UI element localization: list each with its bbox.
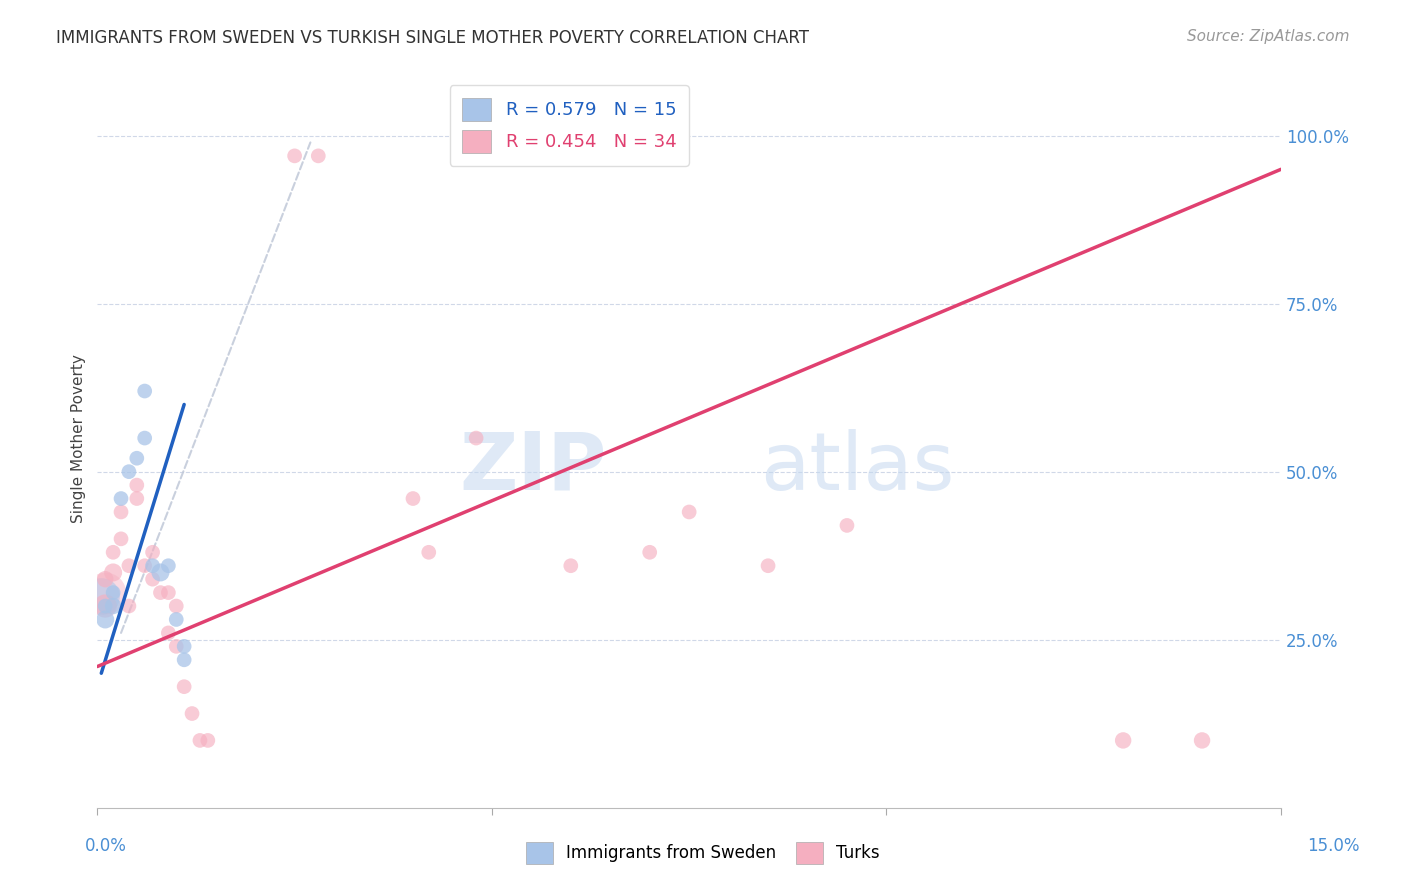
Point xyxy=(307,149,329,163)
Point xyxy=(1112,733,1135,747)
Point xyxy=(142,572,165,586)
Point xyxy=(142,558,165,573)
Point xyxy=(110,505,132,519)
Point xyxy=(142,545,165,559)
Point xyxy=(125,451,148,466)
Point xyxy=(157,558,180,573)
Point xyxy=(94,572,117,586)
Point xyxy=(125,478,148,492)
Point xyxy=(110,532,132,546)
Point xyxy=(101,566,124,580)
Point xyxy=(149,585,172,599)
Point xyxy=(197,733,219,747)
Point xyxy=(118,558,141,573)
Point xyxy=(101,545,124,559)
Text: atlas: atlas xyxy=(761,429,955,507)
Point xyxy=(134,384,156,398)
Point xyxy=(678,505,700,519)
Point xyxy=(835,518,858,533)
Point xyxy=(94,599,117,613)
Point xyxy=(165,612,187,626)
Point xyxy=(157,626,180,640)
Point xyxy=(94,599,117,613)
Point xyxy=(756,558,779,573)
Point xyxy=(101,585,124,599)
Point xyxy=(165,640,187,654)
Point xyxy=(118,465,141,479)
Point xyxy=(134,431,156,445)
Point xyxy=(90,589,112,603)
Point xyxy=(157,585,180,599)
Point xyxy=(94,612,117,626)
Text: 15.0%: 15.0% xyxy=(1306,837,1360,855)
Text: ZIP: ZIP xyxy=(458,429,606,507)
Text: 0.0%: 0.0% xyxy=(84,837,127,855)
Point xyxy=(638,545,661,559)
Point xyxy=(110,491,132,506)
Point xyxy=(173,680,195,694)
Point xyxy=(134,558,156,573)
Point xyxy=(1191,733,1213,747)
Point xyxy=(173,640,195,654)
Point xyxy=(94,585,117,599)
Y-axis label: Single Mother Poverty: Single Mother Poverty xyxy=(72,353,86,523)
Point xyxy=(165,599,187,613)
Point xyxy=(173,653,195,667)
Legend: Immigrants from Sweden, Turks: Immigrants from Sweden, Turks xyxy=(519,836,887,871)
Point xyxy=(118,599,141,613)
Point xyxy=(418,545,440,559)
Point xyxy=(181,706,204,721)
Legend: R = 0.579   N = 15, R = 0.454   N = 34: R = 0.579 N = 15, R = 0.454 N = 34 xyxy=(450,85,689,166)
Point xyxy=(402,491,425,506)
Point xyxy=(149,566,172,580)
Point xyxy=(101,599,124,613)
Point xyxy=(465,431,488,445)
Point xyxy=(125,491,148,506)
Point xyxy=(560,558,582,573)
Text: Source: ZipAtlas.com: Source: ZipAtlas.com xyxy=(1187,29,1350,44)
Point xyxy=(188,733,211,747)
Point xyxy=(284,149,307,163)
Text: IMMIGRANTS FROM SWEDEN VS TURKISH SINGLE MOTHER POVERTY CORRELATION CHART: IMMIGRANTS FROM SWEDEN VS TURKISH SINGLE… xyxy=(56,29,810,46)
